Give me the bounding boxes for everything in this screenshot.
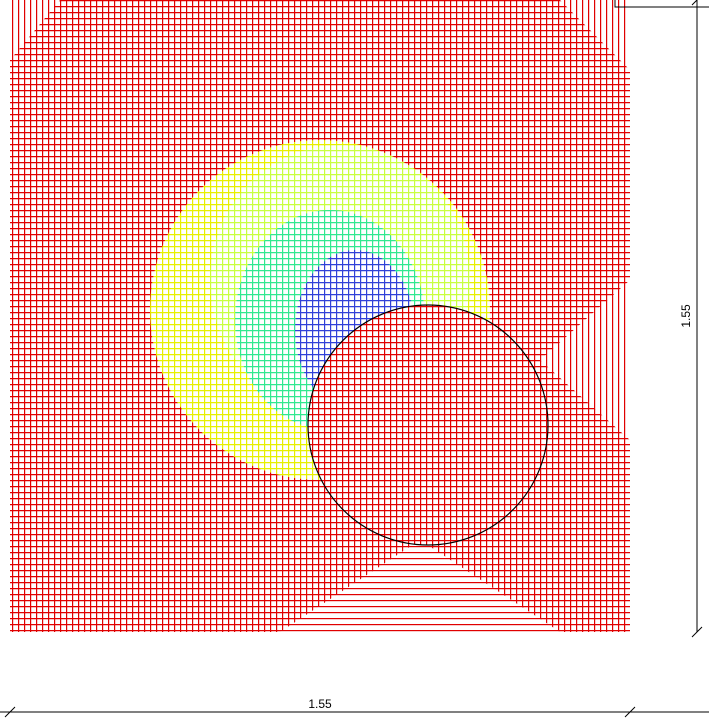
contour-plot: [10, 0, 630, 632]
hole-outline: [308, 305, 548, 545]
height-dimension: [692, 0, 702, 637]
drawing: 1.55 1.55: [0, 0, 709, 722]
width-label: 1.55: [308, 697, 332, 711]
width-dimension: [0, 707, 709, 717]
height-label: 1.55: [679, 304, 693, 328]
